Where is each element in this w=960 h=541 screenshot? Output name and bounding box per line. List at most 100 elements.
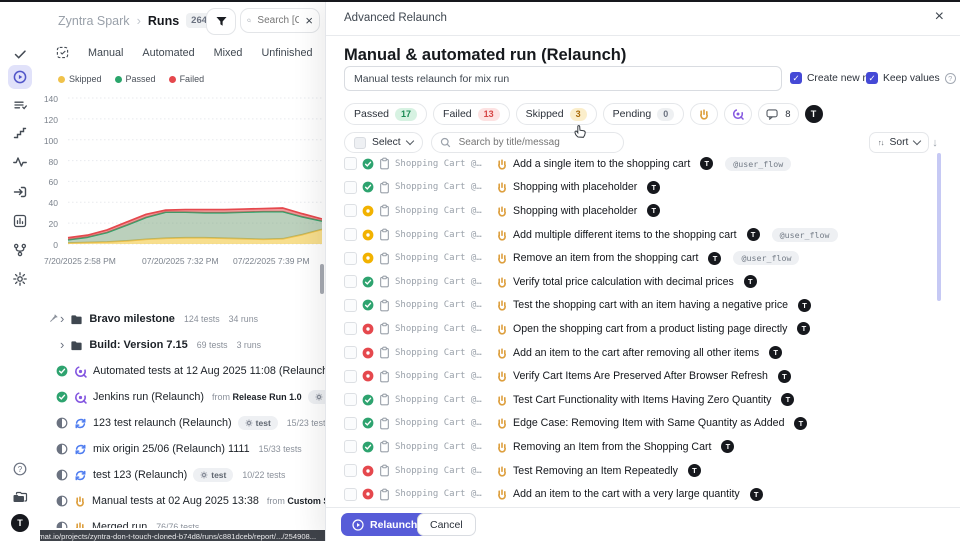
legend-failed[interactable]: Failed: [169, 74, 205, 84]
runs-page: T Zyntra Spark › Runs 264 × Manual Autom…: [0, 2, 325, 541]
run-name-input[interactable]: [344, 66, 782, 91]
run-list-item[interactable]: ›Build: Version 7.1569 tests3 runs: [50, 332, 325, 358]
test-title: Add an item to the cart after removing a…: [513, 347, 759, 359]
test-row[interactable]: Shopping Cart @…Verify total price calcu…: [326, 270, 960, 294]
test-row[interactable]: Shopping Cart @…Test the shopping cart w…: [326, 294, 960, 318]
test-checkbox[interactable]: [344, 275, 357, 288]
settings-gear-icon[interactable]: [8, 267, 32, 291]
run-list-item[interactable]: Jenkins run (Relaunch)from Release Run 1…: [50, 384, 325, 410]
download-arrow-button[interactable]: ↓: [927, 132, 943, 153]
test-row[interactable]: Shopping Cart @…Add an item to the cart …: [326, 341, 960, 365]
test-row[interactable]: Shopping Cart @…Shopping with placeholde…: [326, 176, 960, 200]
tests-search[interactable]: [431, 132, 624, 153]
close-icon[interactable]: ×: [935, 8, 944, 26]
filter-chip-pending[interactable]: Pending0: [603, 103, 685, 125]
chevron-right-icon[interactable]: ›: [60, 312, 64, 325]
run-list-item[interactable]: 123 test relaunch (Relaunch)test15/23 te…: [50, 410, 325, 436]
test-checkbox[interactable]: [344, 393, 357, 406]
tab-manual[interactable]: Manual: [88, 47, 123, 59]
filter-chip-failed[interactable]: Failed13: [433, 103, 510, 125]
test-row[interactable]: Shopping Cart @…Add multiple different i…: [326, 223, 960, 247]
select-all-icon[interactable]: [56, 46, 69, 59]
legend-skipped[interactable]: Skipped: [58, 74, 102, 84]
manual-run-icon: [74, 495, 86, 507]
test-row[interactable]: Shopping Cart @…Removing an Item from th…: [326, 435, 960, 459]
breadcrumb-project[interactable]: Zyntra Spark: [58, 14, 130, 28]
comments-filter-chip[interactable]: 8: [758, 103, 798, 125]
steps-stairs-icon[interactable]: [8, 121, 32, 145]
test-row[interactable]: Shopping Cart @…Verify Cart Items Are Pr…: [326, 364, 960, 388]
test-checkbox[interactable]: [344, 464, 357, 477]
help-icon[interactable]: ?: [8, 457, 32, 481]
run-list-item[interactable]: Manual tests at 02 Aug 2025 13:38from Cu…: [50, 488, 325, 514]
test-checkbox[interactable]: [344, 252, 357, 265]
legend-passed[interactable]: Passed: [115, 74, 156, 84]
runs-search[interactable]: ×: [240, 8, 320, 33]
plans-list-check-icon[interactable]: [8, 93, 32, 117]
create-new-run-checkbox-group[interactable]: ✓ Create new run: [790, 72, 877, 84]
test-checkbox[interactable]: [344, 440, 357, 453]
test-checkbox[interactable]: [344, 322, 357, 335]
profile-avatar[interactable]: T: [8, 511, 32, 535]
automated-filter-chip[interactable]: [724, 103, 752, 125]
relaunch-button[interactable]: Relaunch: [341, 513, 428, 536]
pin-icon: [50, 313, 59, 323]
filter-chip-skipped[interactable]: Skipped3: [516, 103, 597, 125]
filter-funnel-button[interactable]: [206, 8, 236, 35]
run-list-item[interactable]: Automated tests at 12 Aug 2025 11:08 (Re…: [50, 358, 325, 384]
analytics-pulse-icon[interactable]: [8, 150, 32, 174]
test-checkbox[interactable]: [344, 157, 357, 170]
tab-automated[interactable]: Automated: [142, 47, 194, 59]
clear-search-icon[interactable]: ×: [305, 14, 313, 27]
test-checkbox[interactable]: [344, 299, 357, 312]
tests-search-input[interactable]: [457, 136, 611, 149]
keep-values-help-icon[interactable]: ?: [945, 73, 956, 84]
test-row[interactable]: Shopping Cart @…Add a single item to the…: [326, 152, 960, 176]
test-checkbox[interactable]: [344, 346, 357, 359]
test-checkbox[interactable]: [344, 417, 357, 430]
sort-dropdown[interactable]: ↑↓ Sort: [869, 132, 929, 153]
test-checkbox[interactable]: [344, 181, 357, 194]
run-list-item[interactable]: mix origin 25/06 (Relaunch) 111115/33 te…: [50, 436, 325, 462]
keep-values-checkbox-group[interactable]: ✓ Keep values ?: [866, 72, 956, 84]
test-row[interactable]: Shopping Cart @…Test Cart Functionality …: [326, 388, 960, 412]
tests-check-icon[interactable]: [8, 42, 32, 66]
chip-count: 17: [395, 108, 417, 121]
run-list-item[interactable]: test 123 (Relaunch)test10/22 tests: [50, 462, 325, 488]
manual-test-icon: [496, 394, 508, 406]
runs-play-circle-icon[interactable]: [8, 65, 32, 89]
filter-chip-passed[interactable]: Passed17: [344, 103, 427, 125]
runs-search-input[interactable]: [255, 14, 301, 27]
test-row[interactable]: Shopping Cart @…Test Removing an Item Re…: [326, 459, 960, 483]
assignee-filter-avatar[interactable]: T: [805, 105, 823, 123]
tab-unfinished[interactable]: Unfinished: [261, 47, 312, 59]
projects-folder-icon[interactable]: [8, 485, 32, 509]
test-row[interactable]: Shopping Cart @…Shopping with placeholde…: [326, 199, 960, 223]
chevron-right-icon[interactable]: ›: [60, 338, 64, 351]
manual-filter-chip[interactable]: [690, 103, 718, 125]
chart-scrollbar-thumb[interactable]: [320, 264, 324, 294]
create-new-run-checkbox[interactable]: ✓: [790, 72, 802, 84]
run-list-item[interactable]: ›Bravo milestone124 tests34 runs: [50, 306, 325, 332]
select-all-checkbox[interactable]: [354, 137, 366, 149]
breadcrumb-current[interactable]: Runs: [148, 14, 179, 28]
keep-values-checkbox[interactable]: ✓: [866, 72, 878, 84]
test-checkbox[interactable]: [344, 228, 357, 241]
tab-mixed[interactable]: Mixed: [214, 47, 243, 59]
test-checkbox[interactable]: [344, 488, 357, 501]
reports-chart-icon[interactable]: [8, 209, 32, 233]
select-dropdown[interactable]: Select: [344, 132, 423, 153]
list-scrollbar-thumb[interactable]: [937, 153, 941, 301]
status-skipped-icon: [362, 252, 374, 264]
status-skipped-icon: [362, 205, 374, 217]
cancel-button[interactable]: Cancel: [417, 513, 476, 536]
test-checkbox[interactable]: [344, 370, 357, 383]
branch-icon[interactable]: [8, 238, 32, 262]
test-row[interactable]: Shopping Cart @…Add an item to the cart …: [326, 482, 960, 506]
run-list-item[interactable]: Merged run76/76 tests: [50, 514, 325, 528]
test-checkbox[interactable]: [344, 204, 357, 217]
test-row[interactable]: Shopping Cart @…Edge Case: Removing Item…: [326, 412, 960, 436]
test-row[interactable]: Shopping Cart @…Remove an item from the …: [326, 246, 960, 270]
test-row[interactable]: Shopping Cart @…Open the shopping cart f…: [326, 317, 960, 341]
import-box-arrow-icon[interactable]: [8, 180, 32, 204]
